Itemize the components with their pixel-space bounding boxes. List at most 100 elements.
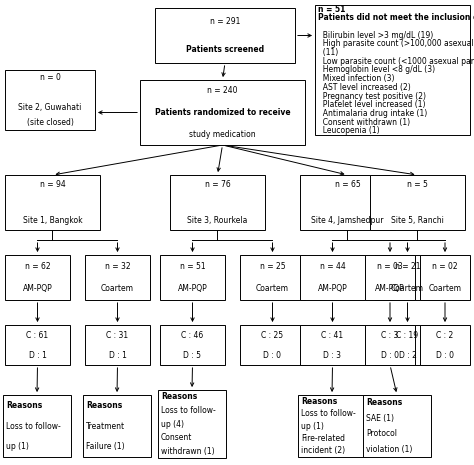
Text: violation (1): violation (1): [366, 445, 412, 454]
Text: Hemoglobin level <8 g/dL (3): Hemoglobin level <8 g/dL (3): [318, 66, 435, 74]
Text: Coartem: Coartem: [256, 284, 289, 293]
Text: n = 51: n = 51: [180, 262, 205, 271]
Bar: [160, 255, 225, 300]
Bar: [83, 395, 151, 457]
Text: Platelet level increased (1): Platelet level increased (1): [318, 100, 426, 109]
Text: incident (2): incident (2): [301, 446, 345, 455]
Text: n = 32: n = 32: [105, 262, 130, 271]
Bar: [158, 390, 226, 458]
Text: D : 5: D : 5: [183, 351, 201, 359]
Text: AST level increased (2): AST level increased (2): [318, 83, 411, 92]
Text: SAE (1): SAE (1): [366, 414, 394, 423]
Text: Reasons: Reasons: [161, 392, 197, 401]
Text: (11): (11): [318, 48, 338, 57]
Text: Consent: Consent: [161, 433, 192, 442]
Bar: [160, 325, 225, 365]
Text: C : 2: C : 2: [437, 331, 454, 339]
Text: up (1): up (1): [301, 421, 324, 431]
Text: Reasons: Reasons: [86, 401, 122, 410]
Text: Coartem: Coartem: [391, 284, 424, 293]
Bar: [300, 255, 365, 300]
Text: Protocol: Protocol: [366, 429, 397, 438]
Bar: [240, 325, 305, 365]
Text: Site 2, Guwahati: Site 2, Guwahati: [18, 103, 82, 112]
Text: C : 25: C : 25: [262, 331, 283, 339]
Text: Site 4, Jamshedpur: Site 4, Jamshedpur: [311, 216, 384, 226]
Text: D : 1: D : 1: [28, 351, 46, 359]
Text: High parasite count (>100,000 asexual parasites/µL): High parasite count (>100,000 asexual pa…: [318, 40, 474, 48]
Bar: [375, 325, 440, 365]
Text: Treatment: Treatment: [86, 421, 125, 431]
Bar: [375, 255, 440, 300]
Bar: [5, 175, 100, 230]
Bar: [85, 255, 150, 300]
Text: Failure (1): Failure (1): [86, 442, 125, 451]
Text: D : 0: D : 0: [381, 351, 399, 359]
Text: C : 3: C : 3: [381, 331, 399, 339]
Text: Patients did not meet the inclusion criteria, by reason: Patients did not meet the inclusion crit…: [318, 13, 474, 22]
Bar: [3, 395, 71, 457]
Bar: [140, 80, 305, 145]
Text: Reasons: Reasons: [6, 401, 42, 410]
Text: up (1): up (1): [6, 442, 29, 451]
Text: AM-PQP: AM-PQP: [23, 284, 52, 293]
Text: n = 5: n = 5: [407, 179, 428, 189]
Text: Antimalaria drug intake (1): Antimalaria drug intake (1): [318, 109, 427, 118]
Bar: [420, 255, 470, 300]
Text: Bilirubin level >3 mg/dL (19): Bilirubin level >3 mg/dL (19): [318, 31, 433, 40]
Bar: [370, 175, 465, 230]
Bar: [5, 70, 95, 130]
Bar: [365, 255, 415, 300]
Text: n = 21: n = 21: [395, 262, 420, 271]
Text: Loss to follow-: Loss to follow-: [6, 421, 61, 431]
Text: Low parasite count (<1000 asexual parasites/µL) (17): Low parasite count (<1000 asexual parasi…: [318, 57, 474, 66]
Text: C : 41: C : 41: [321, 331, 344, 339]
Text: n = 240: n = 240: [207, 86, 238, 95]
Text: D : 0: D : 0: [264, 351, 282, 359]
Bar: [155, 8, 295, 63]
Text: Coartem: Coartem: [428, 284, 462, 293]
Text: Consent withdrawn (1): Consent withdrawn (1): [318, 118, 410, 126]
Text: up (4): up (4): [161, 419, 184, 429]
Bar: [5, 255, 70, 300]
Text: D : 1: D : 1: [109, 351, 127, 359]
Bar: [365, 325, 415, 365]
Text: study medication: study medication: [189, 130, 256, 139]
Bar: [300, 325, 365, 365]
Text: n = 291: n = 291: [210, 17, 240, 26]
Text: Reasons: Reasons: [301, 397, 337, 405]
Text: Loss to follow-: Loss to follow-: [161, 406, 216, 415]
Bar: [300, 175, 395, 230]
Text: Patients screened: Patients screened: [186, 45, 264, 54]
Text: Mixed infection (3): Mixed infection (3): [318, 74, 394, 83]
Text: n = 0: n = 0: [39, 73, 61, 82]
Text: Leucopenia (1): Leucopenia (1): [318, 126, 380, 135]
Text: Fire-related: Fire-related: [301, 434, 345, 443]
Bar: [85, 325, 150, 365]
Text: n = 25: n = 25: [260, 262, 285, 271]
Text: C : 46: C : 46: [182, 331, 204, 339]
Text: n = 03: n = 03: [377, 262, 403, 271]
Text: Site 5, Ranchi: Site 5, Ranchi: [391, 216, 444, 226]
Text: withdrawn (1): withdrawn (1): [161, 447, 215, 456]
Bar: [170, 175, 265, 230]
Text: n = 62: n = 62: [25, 262, 50, 271]
Text: Site 1, Bangkok: Site 1, Bangkok: [23, 216, 82, 226]
Bar: [315, 5, 470, 135]
Text: Pregnancy test positive (2): Pregnancy test positive (2): [318, 92, 426, 100]
Text: n = 02: n = 02: [432, 262, 458, 271]
Text: AM-PQP: AM-PQP: [375, 284, 405, 293]
Bar: [363, 395, 431, 457]
Text: (site closed): (site closed): [27, 118, 73, 127]
Text: Reasons: Reasons: [366, 398, 402, 407]
Text: Site 3, Rourkela: Site 3, Rourkela: [187, 216, 248, 226]
Text: D : 0: D : 0: [436, 351, 454, 359]
Text: Loss to follow-: Loss to follow-: [301, 409, 356, 418]
Bar: [240, 255, 305, 300]
Text: n = 44: n = 44: [319, 262, 346, 271]
Text: Coartem: Coartem: [101, 284, 134, 293]
Text: n = 51: n = 51: [318, 5, 346, 14]
Text: AM-PQP: AM-PQP: [318, 284, 347, 293]
Text: n = 76: n = 76: [205, 179, 230, 189]
Bar: [298, 395, 366, 457]
